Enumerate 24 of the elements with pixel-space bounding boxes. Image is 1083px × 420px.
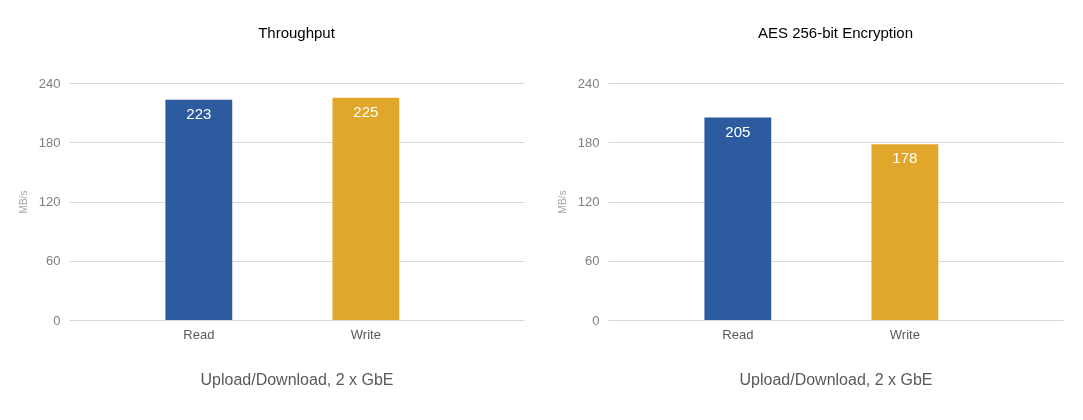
x-axis-title: Upload/Download, 2 x GbE (200, 370, 394, 388)
x-tick-label: Read (183, 326, 215, 342)
data-label: 225 (353, 102, 379, 120)
y-tick-label: 180 (38, 134, 61, 150)
y-axis-title: MB/s (17, 190, 29, 214)
y-tick-label: 120 (38, 194, 61, 209)
x-axis-title: Upload/Download, 2 x GbE (739, 370, 933, 388)
y-axis-title: MB/s (556, 190, 568, 214)
chart-title: AES 256-bit Encryption (757, 24, 914, 41)
y-tick-label: 0 (592, 312, 600, 328)
data-label: 178 (892, 149, 918, 167)
x-tick-label: Write (350, 326, 381, 342)
y-tick-label: 120 (577, 194, 600, 209)
chart-title: Throughput (258, 24, 336, 41)
data-label: 223 (186, 104, 212, 122)
x-tick-label: Write (889, 326, 920, 342)
y-tick-label: 180 (577, 134, 600, 150)
y-tick-label: 240 (577, 75, 600, 91)
data-label: 205 (725, 122, 751, 140)
y-tick-label: 240 (38, 75, 61, 91)
x-tick-label: Read (722, 326, 754, 342)
y-tick-label: 0 (53, 312, 61, 328)
y-tick-label: 60 (46, 253, 61, 269)
y-tick-label: 60 (585, 253, 600, 269)
